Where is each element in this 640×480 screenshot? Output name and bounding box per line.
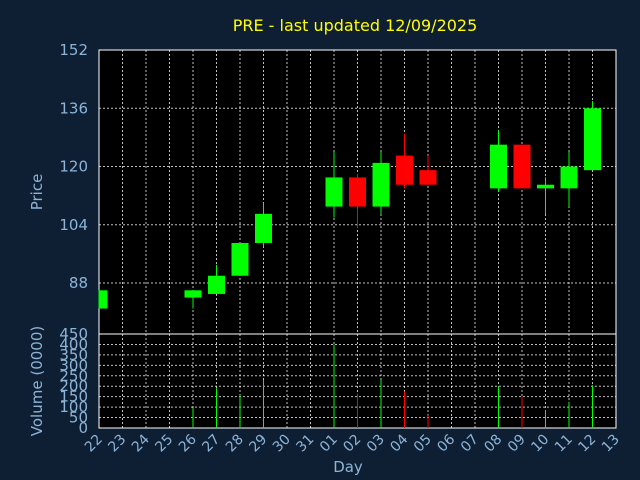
volume-y-tick: 150 bbox=[59, 388, 88, 406]
x-tick-label: 06 bbox=[434, 431, 458, 455]
candle-body bbox=[396, 155, 413, 185]
x-tick-label: 27 bbox=[199, 432, 223, 456]
price-axis-label: Price bbox=[28, 174, 46, 211]
price-y-tick: 88 bbox=[69, 274, 88, 292]
x-tick-label: 28 bbox=[223, 432, 247, 456]
candle-body bbox=[99, 290, 108, 309]
candle-body bbox=[490, 144, 507, 189]
price-y-tick: 104 bbox=[59, 216, 88, 234]
x-tick-label: 11 bbox=[552, 432, 576, 456]
candle-body bbox=[325, 177, 343, 207]
price-y-tick: 136 bbox=[59, 99, 88, 117]
x-tick-label: 04 bbox=[387, 431, 411, 455]
candles bbox=[98, 100, 601, 309]
volume-y-tick: 0 bbox=[78, 419, 88, 437]
x-tick-label: 07 bbox=[458, 432, 482, 456]
candle-body bbox=[584, 108, 601, 171]
x-tick-label: 10 bbox=[528, 432, 552, 456]
volume-y-tick: 350 bbox=[59, 346, 88, 364]
x-tick-label: 09 bbox=[505, 432, 529, 456]
x-tick-labels: 22 23 24 25 26 27 28 29 30 31 01 02 03 04 05 06 07 08 09 10… bbox=[82, 431, 623, 455]
chart-title: PRE - last updated 12/09/2025 bbox=[233, 16, 478, 35]
x-tick-label: 02 bbox=[340, 432, 364, 456]
candle-body bbox=[513, 144, 531, 189]
candle-body bbox=[349, 177, 366, 207]
x-tick-label: 31 bbox=[293, 432, 317, 456]
volume-bars bbox=[192, 344, 593, 428]
candle-body bbox=[419, 170, 437, 185]
price-y-tick-labels: 88 104 120 136 152 bbox=[59, 41, 88, 292]
candle-body bbox=[255, 213, 272, 243]
candle-body bbox=[184, 290, 202, 298]
price-y-tick: 152 bbox=[59, 41, 88, 59]
volume-y-tick: 200 bbox=[59, 377, 88, 395]
x-tick-label: 08 bbox=[481, 432, 505, 456]
candle-body bbox=[560, 166, 578, 189]
x-tick-label: 30 bbox=[270, 432, 294, 456]
x-tick-label: 03 bbox=[364, 432, 388, 456]
x-tick-label: 05 bbox=[411, 432, 435, 456]
x-tick-label: 01 bbox=[317, 432, 341, 456]
volume-axis-label: Volume (0000) bbox=[28, 326, 46, 436]
candle-body bbox=[231, 242, 249, 276]
x-tick-label: 29 bbox=[246, 432, 270, 456]
candle-body bbox=[537, 184, 554, 189]
volume-y-tick: 400 bbox=[59, 335, 88, 353]
x-tick-label: 13 bbox=[599, 432, 623, 456]
x-tick-label: 23 bbox=[105, 432, 129, 456]
volume-y-tick: 50 bbox=[69, 409, 88, 427]
x-tick-label: 25 bbox=[152, 432, 176, 456]
x-tick-label: 26 bbox=[176, 431, 200, 455]
candle-body bbox=[372, 162, 390, 207]
price-y-tick: 120 bbox=[59, 158, 88, 176]
x-axis-label: Day bbox=[333, 458, 363, 476]
price-gridlines bbox=[99, 49, 616, 334]
volume-y-tick: 450 bbox=[59, 325, 88, 343]
volume-y-tick: 250 bbox=[59, 367, 88, 385]
x-tick-label: 24 bbox=[129, 431, 153, 455]
candle-body bbox=[208, 275, 225, 294]
volume-y-tick: 100 bbox=[59, 398, 88, 416]
volume-y-tick: 300 bbox=[59, 356, 88, 374]
x-tick-label: 12 bbox=[575, 432, 599, 456]
